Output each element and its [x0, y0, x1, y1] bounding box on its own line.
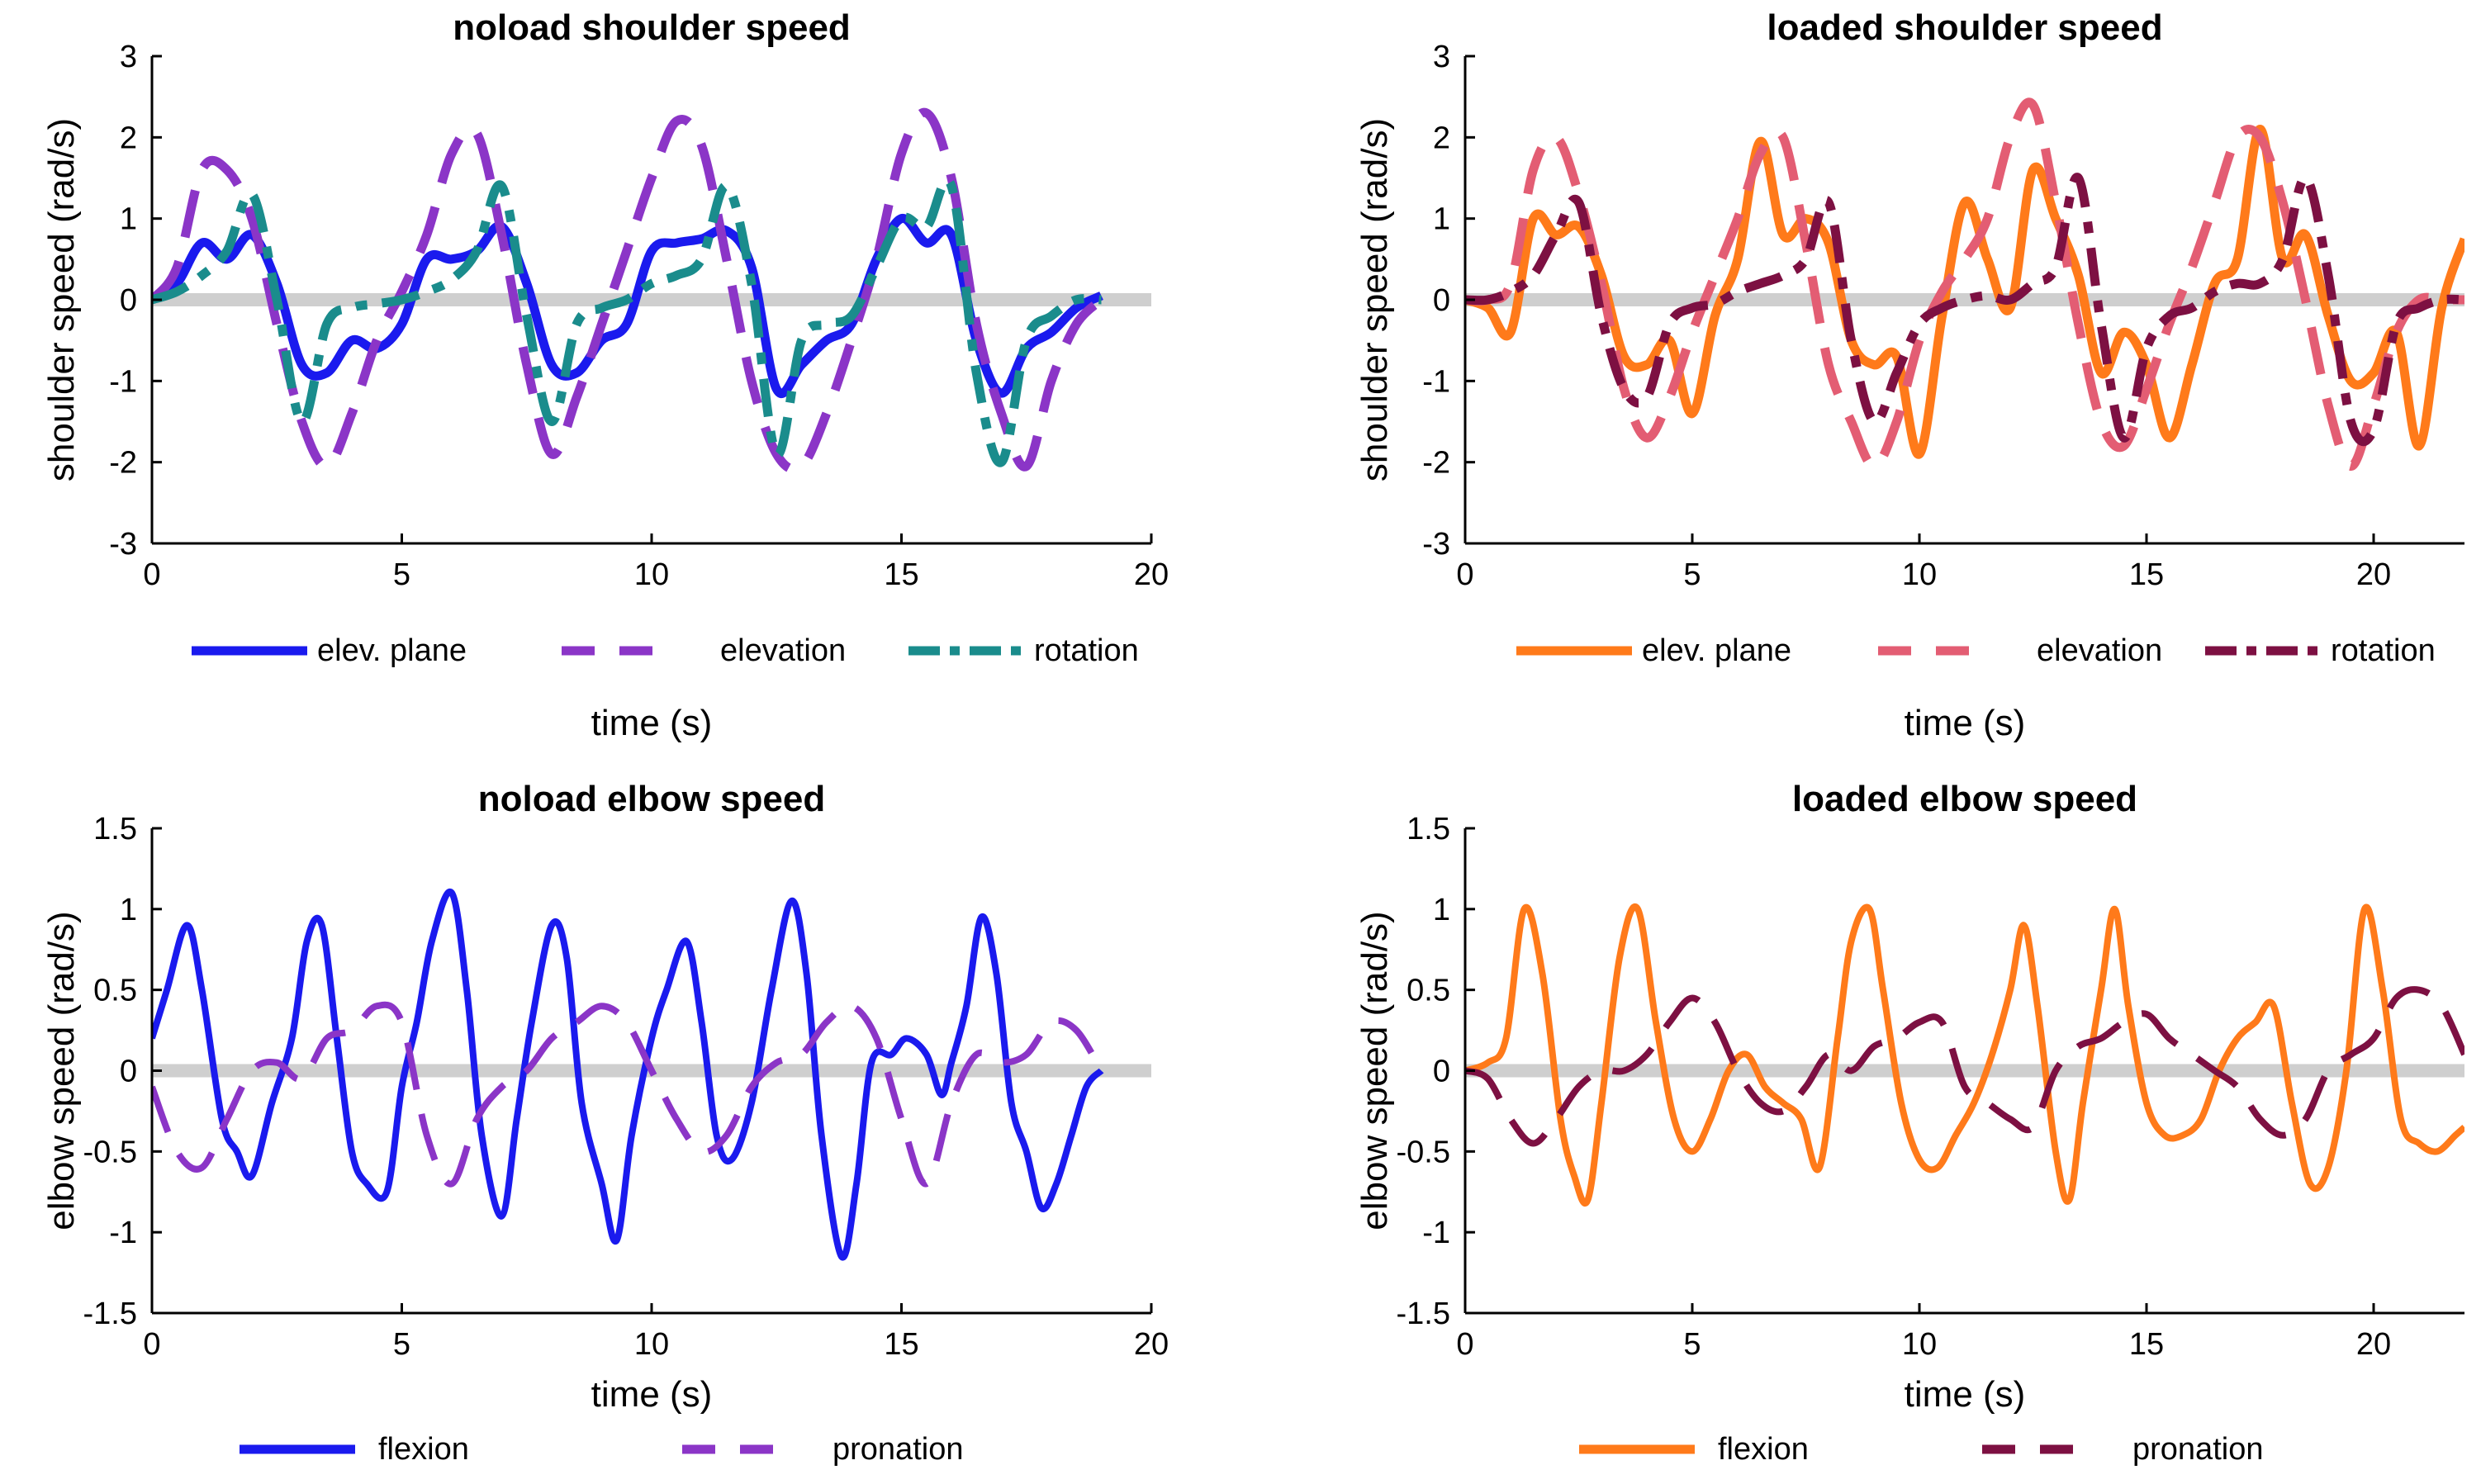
y-tick-label: 1: [120, 893, 137, 927]
y-tick-label: -1: [1422, 1216, 1450, 1250]
x-tick-label: 0: [1456, 1327, 1473, 1362]
y-tick-label: 2: [120, 121, 137, 155]
chart-title: loaded shoulder speed: [1767, 7, 2162, 48]
chart-title: loaded elbow speed: [1792, 779, 2137, 819]
y-tick-label: 0.5: [93, 974, 137, 1008]
y-tick-label: 3: [120, 40, 137, 74]
series-line-elevation: [152, 107, 1105, 474]
y-tick-label: 0.5: [1407, 974, 1450, 1008]
y-tick-label: 1: [120, 202, 137, 237]
y-tick-label: 1.5: [93, 812, 137, 846]
x-tick-label: 10: [634, 557, 669, 592]
y-tick-label: -0.5: [83, 1135, 137, 1169]
y-tick-label: -0.5: [1397, 1135, 1450, 1169]
y-tick-label: 1: [1433, 202, 1450, 237]
x-axis-label: time (s): [1905, 703, 2026, 743]
x-tick-label: 5: [1683, 557, 1701, 592]
y-axis-label: shoulder speed (rad/s): [1354, 118, 1395, 481]
x-tick-label: 5: [393, 1327, 410, 1362]
y-axis-label: elbow speed (rad/s): [41, 911, 82, 1230]
series-line-elev-plane: [1465, 125, 2464, 459]
y-tick-label: -1: [109, 1216, 137, 1250]
series-line-pronation: [1465, 986, 2464, 1147]
y-tick-label: 1.5: [1407, 812, 1450, 846]
legend: elev. plane elevation rotation: [192, 633, 1139, 668]
x-tick-label: 0: [1456, 557, 1473, 592]
series-line-flexion: [152, 888, 1104, 1261]
x-tick-label: 10: [634, 1327, 669, 1362]
y-tick-label: -3: [1422, 527, 1450, 562]
legend: flexion pronation: [240, 1432, 963, 1467]
legend: flexion pronation: [1579, 1432, 2263, 1467]
legend-entry-label: pronation: [833, 1432, 963, 1467]
x-tick-label: 15: [2129, 1327, 2164, 1362]
y-tick-label: 1: [1433, 893, 1450, 927]
x-tick-label: 5: [393, 557, 410, 592]
series-line-rotation: [1465, 173, 2464, 446]
x-tick-label: 0: [143, 1327, 160, 1362]
legend-entry-label: rotation: [2331, 633, 2436, 668]
y-tick-label: -2: [1422, 446, 1450, 481]
chart-title: noload shoulder speed: [453, 7, 851, 48]
y-tick-label: -2: [109, 446, 137, 481]
chart-loaded-shoulder: loaded shoulder speed 0 5 10 15 20 -3 -2 -1 0 1 2 3 s…: [1354, 7, 2464, 743]
chart-noload-elbow: noload elbow speed 0 5 10 15 20 -1.5 -1 -0.5 0 0.5…: [41, 779, 1169, 1467]
series-line-flexion: [1465, 903, 2464, 1207]
x-tick-label: 10: [1902, 1327, 1937, 1362]
legend-entry-label: flexion: [1718, 1432, 1809, 1467]
legend-entry-label: elevation: [720, 633, 846, 668]
y-tick-label: 0: [1433, 283, 1450, 318]
y-tick-label: -1.5: [1397, 1297, 1450, 1331]
x-axis-label: time (s): [591, 703, 713, 743]
series-line-elev-plane: [152, 214, 1103, 399]
y-axis-label: elbow speed (rad/s): [1354, 911, 1395, 1230]
legend-entry-label: pronation: [2132, 1432, 2263, 1467]
y-tick-label: -1.5: [83, 1297, 137, 1331]
series-line-pronation: [152, 1001, 1104, 1188]
x-tick-label: 15: [2129, 557, 2164, 592]
legend-entry-label: elev. plane: [317, 633, 467, 668]
legend: elev. plane elevation rotation: [1516, 633, 2436, 668]
y-axis-label: shoulder speed (rad/s): [41, 118, 82, 481]
y-tick-label: 0: [120, 283, 137, 318]
x-tick-label: 20: [1134, 557, 1169, 592]
y-tick-label: -3: [109, 527, 137, 562]
x-tick-label: 20: [2356, 1327, 2391, 1362]
y-tick-label: 0: [1433, 1055, 1450, 1089]
x-axis-label: time (s): [591, 1374, 713, 1415]
legend-entry-label: elevation: [2037, 633, 2162, 668]
x-tick-label: 5: [1683, 1327, 1701, 1362]
x-tick-label: 15: [884, 1327, 918, 1362]
x-tick-label: 0: [143, 557, 160, 592]
y-tick-label: 3: [1433, 40, 1450, 74]
chart-title: noload elbow speed: [478, 779, 826, 819]
chart-noload-shoulder: noload shoulder speed 0 5 10 15 20 -3 -2 -1 0 1 2 3 s…: [41, 7, 1169, 743]
chart-loaded-elbow: loaded elbow speed 0 5 10 15 20 -1.5 -1 -0.5 0 0.5…: [1354, 779, 2464, 1467]
y-tick-label: -1: [1422, 364, 1450, 399]
y-tick-label: -1: [109, 364, 137, 399]
legend-entry-label: elev. plane: [1642, 633, 1791, 668]
x-tick-label: 10: [1902, 557, 1937, 592]
legend-entry-label: rotation: [1034, 633, 1139, 668]
x-tick-label: 20: [1134, 1327, 1169, 1362]
x-tick-label: 15: [884, 557, 918, 592]
series-line-elevation: [1465, 97, 2464, 472]
legend-entry-label: flexion: [378, 1432, 469, 1467]
x-tick-label: 20: [2356, 557, 2391, 592]
series-line-rotation: [152, 175, 1102, 467]
y-tick-label: 0: [120, 1055, 137, 1089]
x-axis-label: time (s): [1905, 1374, 2026, 1415]
y-tick-label: 2: [1433, 121, 1450, 155]
